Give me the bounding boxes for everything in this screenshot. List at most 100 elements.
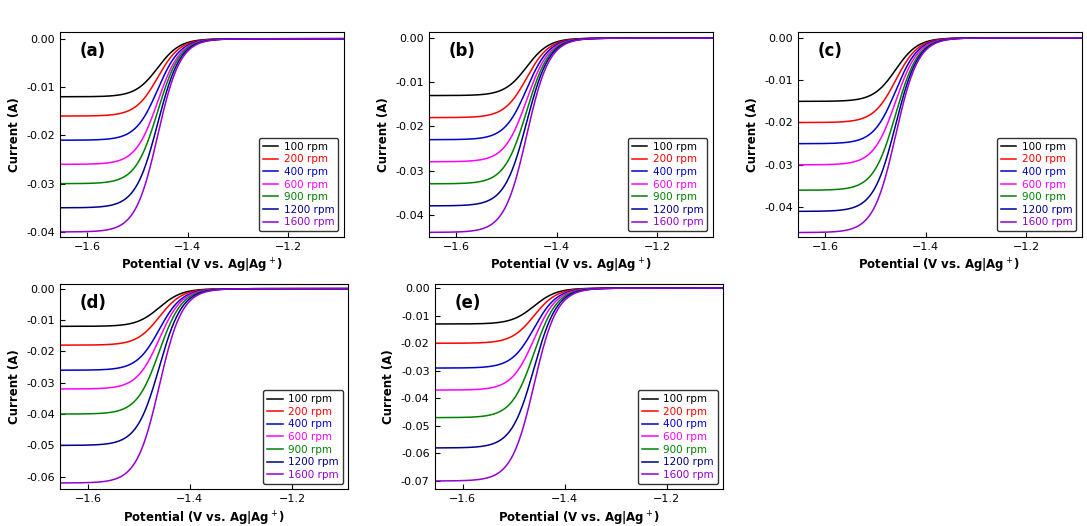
- 400 rpm: [186, 290, 199, 296]
- 1200 rpm: [193, 290, 207, 296]
- Line: 900 rpm: 900 rpm: [435, 288, 723, 418]
- 1200 rpm: [646, 35, 659, 41]
- 600 rpm: [442, 387, 455, 393]
- Y-axis label: Current (A): Current (A): [8, 349, 21, 424]
- 900 rpm: [707, 35, 720, 41]
- 600 rpm: [53, 386, 66, 392]
- 400 rpm: [329, 36, 342, 42]
- 1200 rpm: [53, 205, 66, 211]
- 200 rpm: [707, 35, 720, 41]
- 1200 rpm: [186, 294, 199, 300]
- 400 rpm: [1066, 35, 1079, 41]
- 900 rpm: [280, 286, 293, 292]
- 1600 rpm: [561, 295, 574, 301]
- 100 rpm: [53, 94, 66, 100]
- 400 rpm: [422, 137, 435, 143]
- 600 rpm: [791, 161, 804, 168]
- Line: 600 rpm: 600 rpm: [428, 38, 713, 161]
- 100 rpm: [68, 323, 82, 329]
- 900 rpm: [277, 36, 290, 42]
- 1600 rpm: [329, 36, 342, 42]
- 400 rpm: [707, 35, 720, 41]
- 600 rpm: [428, 387, 441, 393]
- Line: 1200 rpm: 1200 rpm: [60, 289, 348, 446]
- 400 rpm: [184, 41, 197, 47]
- Text: (c): (c): [817, 42, 842, 60]
- 200 rpm: [805, 119, 819, 126]
- 200 rpm: [341, 286, 354, 292]
- 1200 rpm: [708, 285, 721, 291]
- 1600 rpm: [698, 35, 711, 41]
- Line: 400 rpm: 400 rpm: [798, 38, 1082, 144]
- 900 rpm: [328, 36, 341, 42]
- 1600 rpm: [337, 35, 350, 42]
- 1600 rpm: [569, 290, 582, 297]
- 1200 rpm: [428, 445, 441, 451]
- 100 rpm: [67, 94, 80, 100]
- 200 rpm: [337, 36, 350, 42]
- 600 rpm: [552, 42, 565, 48]
- 200 rpm: [329, 36, 342, 42]
- 100 rpm: [337, 36, 350, 42]
- 400 rpm: [1066, 35, 1079, 41]
- 600 rpm: [1014, 35, 1027, 41]
- 200 rpm: [708, 285, 721, 291]
- 100 rpm: [193, 287, 207, 293]
- 100 rpm: [655, 285, 669, 291]
- 1600 rpm: [791, 229, 804, 236]
- 400 rpm: [708, 285, 721, 291]
- 100 rpm: [1066, 35, 1079, 41]
- Line: 100 rpm: 100 rpm: [428, 38, 713, 96]
- 200 rpm: [552, 39, 565, 45]
- 1600 rpm: [422, 229, 435, 236]
- 1200 rpm: [333, 286, 346, 292]
- 1200 rpm: [655, 285, 669, 291]
- 400 rpm: [428, 365, 441, 371]
- 400 rpm: [53, 137, 66, 144]
- 1200 rpm: [791, 208, 804, 215]
- 600 rpm: [698, 35, 711, 41]
- 600 rpm: [280, 286, 293, 292]
- 600 rpm: [1066, 35, 1079, 41]
- 100 rpm: [698, 35, 711, 42]
- 400 rpm: [1075, 35, 1087, 41]
- 400 rpm: [193, 288, 207, 294]
- 1200 rpm: [1014, 35, 1027, 41]
- 1600 rpm: [1075, 35, 1087, 41]
- 900 rpm: [646, 35, 659, 41]
- 1200 rpm: [708, 285, 721, 291]
- 1600 rpm: [53, 480, 66, 486]
- 600 rpm: [560, 38, 573, 45]
- 1200 rpm: [437, 203, 450, 209]
- 400 rpm: [561, 289, 574, 296]
- 900 rpm: [552, 43, 565, 49]
- 400 rpm: [716, 285, 729, 291]
- 100 rpm: [708, 285, 721, 291]
- 1600 rpm: [191, 41, 204, 47]
- 1200 rpm: [716, 285, 729, 291]
- 600 rpm: [646, 35, 659, 41]
- 100 rpm: [184, 38, 197, 45]
- 400 rpm: [929, 37, 942, 44]
- 1600 rpm: [186, 296, 199, 302]
- 900 rpm: [329, 36, 342, 42]
- 100 rpm: [805, 98, 819, 105]
- Legend: 100 rpm, 200 rpm, 400 rpm, 600 rpm, 900 rpm, 1200 rpm, 1600 rpm: 100 rpm, 200 rpm, 400 rpm, 600 rpm, 900 …: [997, 137, 1076, 231]
- 200 rpm: [1066, 35, 1079, 41]
- Legend: 100 rpm, 200 rpm, 400 rpm, 600 rpm, 900 rpm, 1200 rpm, 1600 rpm: 100 rpm, 200 rpm, 400 rpm, 600 rpm, 900 …: [638, 390, 717, 484]
- 1600 rpm: [1066, 35, 1079, 41]
- X-axis label: Potential (V vs. Ag|Ag$^+$): Potential (V vs. Ag|Ag$^+$): [859, 257, 1021, 276]
- Line: 1600 rpm: 1600 rpm: [428, 38, 713, 232]
- 400 rpm: [328, 36, 341, 42]
- Line: 1600 rpm: 1600 rpm: [60, 38, 343, 232]
- 1200 rpm: [341, 286, 354, 292]
- 1600 rpm: [193, 291, 207, 297]
- 100 rpm: [186, 288, 199, 294]
- 100 rpm: [561, 287, 574, 293]
- Line: 100 rpm: 100 rpm: [798, 38, 1082, 102]
- 1600 rpm: [716, 285, 729, 291]
- 1200 rpm: [329, 36, 342, 42]
- 200 rpm: [569, 287, 582, 293]
- 900 rpm: [569, 288, 582, 295]
- 900 rpm: [337, 36, 350, 42]
